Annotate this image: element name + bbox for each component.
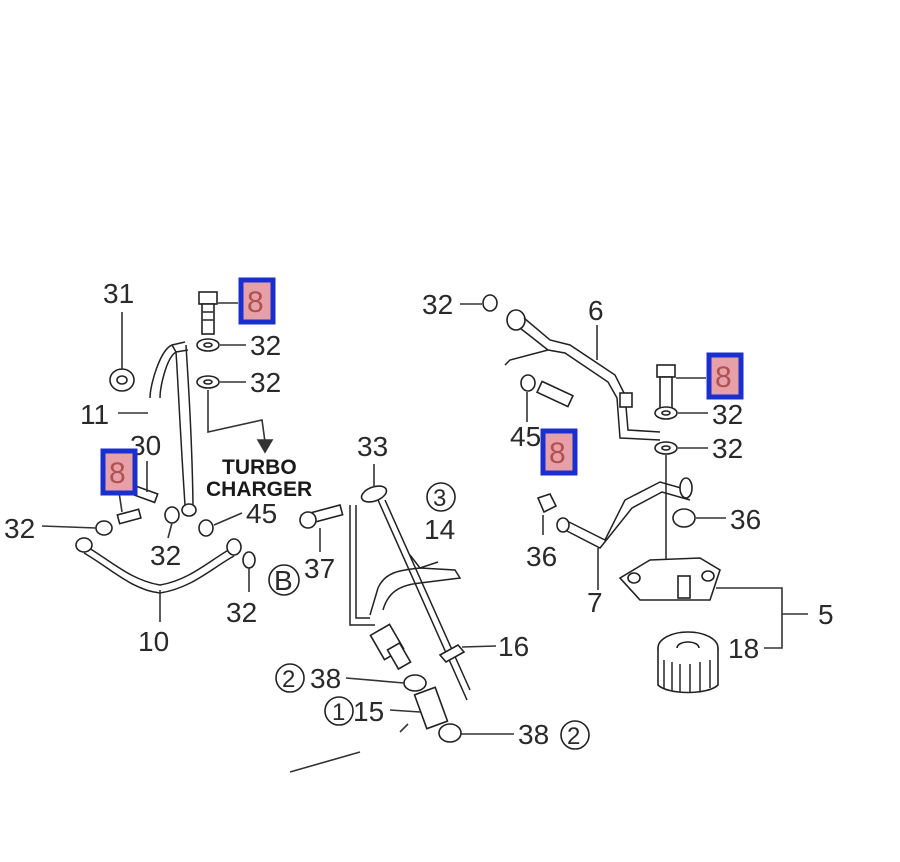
middle-drain-assembly — [289, 464, 514, 773]
callout-3: 3 — [433, 485, 446, 512]
turbo-charger-note-2: CHARGER — [206, 478, 312, 501]
oil-pipe-11 — [149, 341, 194, 506]
callout-32: 32 — [250, 330, 281, 361]
oil-pipe-14 — [349, 505, 462, 626]
highlight-box-8[interactable]: 8 — [706, 352, 744, 400]
reference-3-circle — [426, 482, 456, 512]
callout-16: 16 — [498, 631, 529, 662]
callout-8: 8 — [109, 457, 126, 490]
callout-32: 32 — [712, 399, 743, 430]
callout-37: 37 — [304, 553, 335, 584]
callout-38: 38 — [518, 719, 549, 750]
reference-2-circle — [275, 663, 305, 693]
callout-32: 32 — [226, 597, 257, 628]
callout-8: 8 — [247, 286, 264, 319]
left-oil-feed-assembly — [41, 291, 274, 622]
callout-7: 7 — [587, 587, 603, 618]
callout-45: 45 — [246, 498, 277, 529]
oil-hose-7 — [564, 481, 691, 549]
reference-b-circle — [268, 564, 300, 596]
highlighted-callouts: 8 8 8 8 — [100, 277, 744, 496]
turbo-charger-note: TURBO — [222, 456, 297, 479]
callout-18: 18 — [728, 633, 759, 664]
highlight-box-8[interactable]: 8 — [540, 428, 578, 476]
callout-31: 31 — [103, 278, 134, 309]
filter-bracket — [618, 557, 721, 601]
callout-11: 11 — [80, 399, 109, 430]
callout-33: 33 — [357, 431, 388, 462]
callout-5: 5 — [818, 599, 834, 630]
callout-14: 14 — [424, 514, 455, 545]
callout-8: 8 — [549, 437, 566, 470]
callout-2: 2 — [282, 666, 295, 693]
callout-6: 6 — [588, 295, 604, 326]
callout-1: 1 — [332, 699, 345, 726]
callout-36: 36 — [526, 541, 557, 572]
callout-38: 38 — [310, 663, 341, 694]
callout-15: 15 — [353, 696, 384, 727]
oil-filter — [657, 631, 719, 694]
callout-8: 8 — [715, 361, 732, 394]
callout-32: 32 — [422, 289, 453, 320]
callout-b: B — [274, 565, 293, 596]
callout-10: 10 — [138, 626, 169, 657]
reference-1-circle — [324, 696, 354, 726]
callout-32: 32 — [150, 540, 181, 571]
callout-labels: 31 32 32 11 30 32 32 45 10 32 B TURBO CH… — [4, 278, 834, 750]
highlight-box-8[interactable]: 8 — [100, 448, 138, 496]
callout-32: 32 — [4, 513, 35, 544]
highlight-box-8[interactable]: 8 — [238, 277, 276, 325]
right-return-assembly — [482, 294, 808, 694]
callout-45: 45 — [510, 421, 541, 452]
callout-32: 32 — [250, 367, 281, 398]
reference-2-circle — [560, 720, 590, 750]
callout-2: 2 — [567, 723, 580, 750]
oil-pipe-6 — [504, 317, 661, 441]
callout-36: 36 — [730, 504, 761, 535]
callout-32: 32 — [712, 433, 743, 464]
banjo-bolt — [198, 291, 218, 335]
